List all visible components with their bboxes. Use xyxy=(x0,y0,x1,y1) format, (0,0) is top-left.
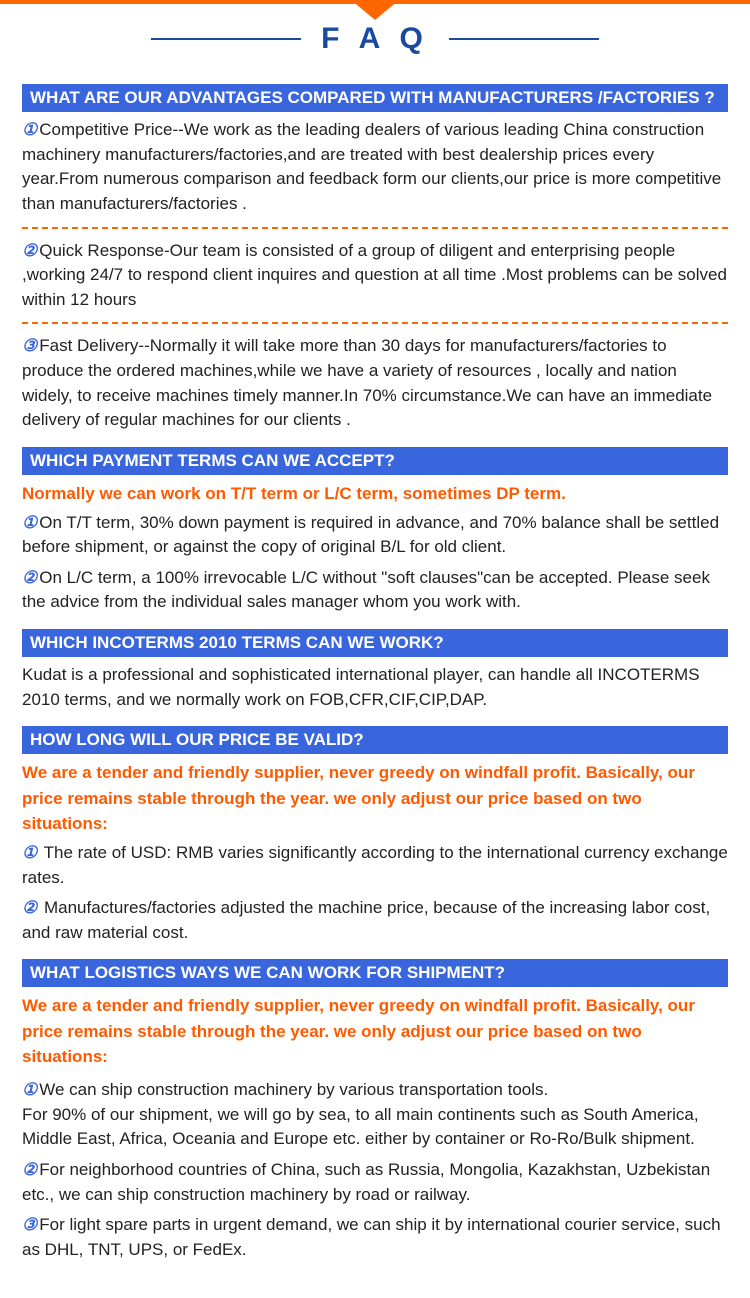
answer-item: ③Fast Delivery--Normally it will take mo… xyxy=(22,334,728,433)
faq-title-text: F A Q xyxy=(305,22,445,56)
question-header: WHAT ARE OUR ADVANTAGES COMPARED WITH MA… xyxy=(22,84,728,112)
answer-item: ① The rate of USD: RMB varies significan… xyxy=(22,841,728,890)
circled-number: ① xyxy=(22,120,37,139)
circled-number: ① xyxy=(22,513,37,532)
question-header: WHAT LOGISTICS WAYS WE CAN WORK FOR SHIP… xyxy=(22,959,728,987)
intro-text: Normally we can work on T/T term or L/C … xyxy=(22,481,728,507)
circled-number: ② xyxy=(22,1160,37,1179)
answer-item: ②For neighborhood countries of China, su… xyxy=(22,1158,728,1207)
answer-item: ①We can ship construction machinery by v… xyxy=(22,1078,728,1152)
dashed-separator xyxy=(22,227,728,229)
faq-content: WHAT ARE OUR ADVANTAGES COMPARED WITH MA… xyxy=(0,84,750,1298)
circled-number: ① xyxy=(22,843,37,862)
question-header: WHICH PAYMENT TERMS CAN WE ACCEPT? xyxy=(22,447,728,475)
intro-text: We are a tender and friendly supplier, n… xyxy=(22,993,728,1070)
answer-item: ②On L/C term, a 100% irrevocable L/C wit… xyxy=(22,566,728,615)
circled-number: ② xyxy=(22,568,37,587)
title-line-right xyxy=(449,38,599,40)
answer-item: ③For light spare parts in urgent demand,… xyxy=(22,1213,728,1262)
answer-item: ②Quick Response-Our team is consisted of… xyxy=(22,239,728,313)
circled-number: ③ xyxy=(22,336,37,355)
title-line-left xyxy=(151,38,301,40)
circled-number: ② xyxy=(22,898,37,917)
question-header: WHICH INCOTERMS 2010 TERMS CAN WE WORK? xyxy=(22,629,728,657)
intro-text: We are a tender and friendly supplier, n… xyxy=(22,760,728,837)
circled-number: ② xyxy=(22,241,37,260)
answer-item: Kudat is a professional and sophisticate… xyxy=(22,663,728,712)
answer-item: ①On T/T term, 30% down payment is requir… xyxy=(22,511,728,560)
circled-number: ③ xyxy=(22,1215,37,1234)
answer-item: ①Competitive Price--We work as the leadi… xyxy=(22,118,728,217)
faq-heading: F A Q xyxy=(0,4,750,70)
answer-item: ② Manufactures/factories adjusted the ma… xyxy=(22,896,728,945)
question-header: HOW LONG WILL OUR PRICE BE VALID? xyxy=(22,726,728,754)
circled-number: ① xyxy=(22,1080,37,1099)
dashed-separator xyxy=(22,322,728,324)
